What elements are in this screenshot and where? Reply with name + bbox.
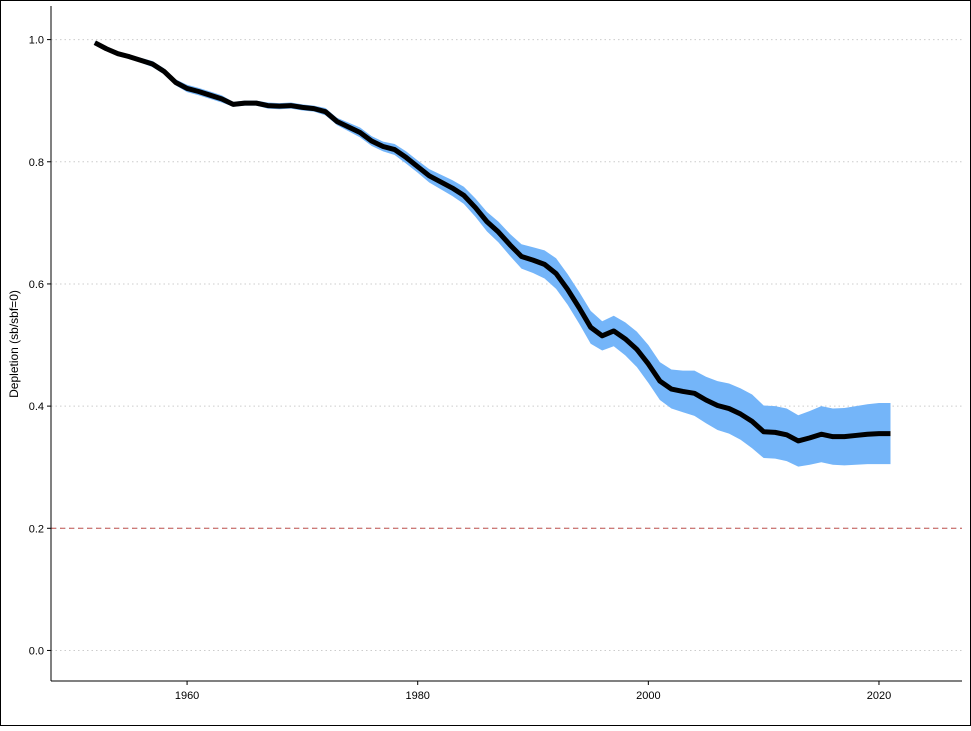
y-axis-label: Depletion (sb/sbf=0) [7, 290, 21, 398]
x-tick-label-3: 2020 [867, 690, 891, 702]
x-tick-label-2: 2000 [636, 690, 660, 702]
y-tick-label-3: 0.6 [29, 279, 44, 291]
grid-lines [51, 39, 962, 651]
y-tick-label-1: 0.2 [29, 523, 44, 535]
y-tick-label-0: 0.0 [29, 645, 44, 657]
x-tick-label-1: 1980 [405, 690, 429, 702]
y-tick-label-2: 0.4 [29, 401, 44, 413]
series-line-layer [93, 40, 891, 444]
depletion-line [93, 40, 891, 444]
y-tick-label-4: 0.8 [29, 157, 44, 169]
axes: 0.0 0.2 0.4 0.6 0.8 1.0 1960 1980 2000 2020 [29, 6, 962, 702]
x-tick-label-0: 1960 [175, 690, 199, 702]
y-tick-label-5: 1.0 [29, 35, 44, 47]
